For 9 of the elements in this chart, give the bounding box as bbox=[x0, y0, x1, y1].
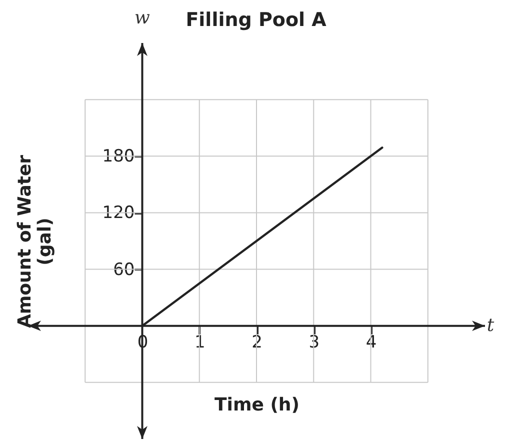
y-tick-label: 180 bbox=[102, 146, 135, 167]
text: t bbox=[486, 314, 495, 336]
y-tick-label: 120 bbox=[102, 203, 135, 224]
y-tick-label: 60 bbox=[113, 260, 135, 280]
text: w bbox=[134, 7, 151, 28]
x-axis-title: Time (h) bbox=[214, 394, 300, 416]
y-axis-title: Amount of Water (gal) bbox=[14, 154, 56, 328]
chart-title: Filling Pool A bbox=[186, 9, 327, 31]
x-tick-label: 4 bbox=[366, 332, 377, 352]
